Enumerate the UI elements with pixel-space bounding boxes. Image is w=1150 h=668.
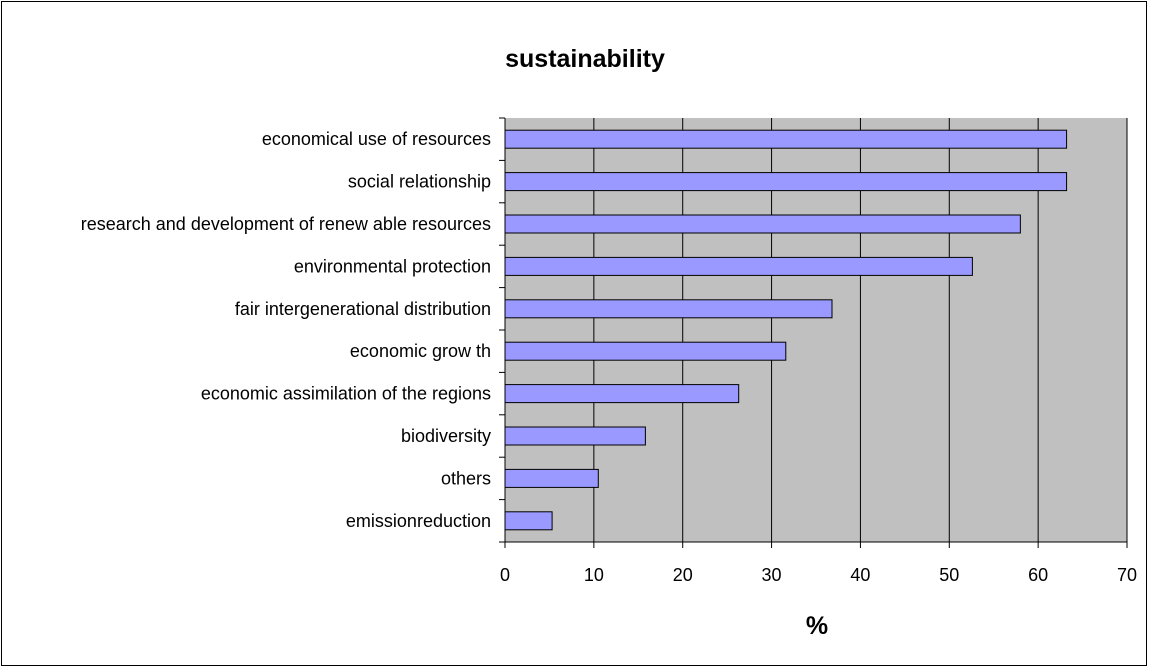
category-label-3: environmental protection [294, 256, 491, 276]
x-tick-label-2: 20 [673, 565, 693, 585]
bar-1 [504, 172, 1068, 192]
x-axis-label: % [806, 612, 828, 640]
bar-4 [504, 299, 833, 319]
x-tick-label-5: 50 [939, 565, 959, 585]
x-tick-label-1: 10 [584, 565, 604, 585]
bar-5 [504, 341, 787, 361]
category-label-0: economical use of resources [262, 129, 491, 149]
category-label-7: biodiversity [401, 426, 491, 446]
x-tick-label-6: 60 [1028, 565, 1048, 585]
category-label-9: emissionreduction [346, 511, 491, 531]
bar-9 [504, 511, 553, 531]
x-tick-label-3: 30 [762, 565, 782, 585]
bar-0 [504, 129, 1068, 149]
bar-2 [504, 214, 1021, 234]
x-tick-label-0: 0 [500, 565, 510, 585]
bar-3 [504, 256, 973, 276]
category-label-8: others [441, 468, 491, 488]
category-label-4: fair intergenerational distribution [235, 299, 491, 319]
bar-7 [504, 426, 646, 446]
category-label-5: economic grow th [350, 341, 491, 361]
bar-8 [504, 468, 599, 488]
chart-title: sustainability [505, 45, 665, 73]
x-tick-label-4: 40 [850, 565, 870, 585]
category-label-2: research and development of renew able r… [81, 214, 491, 234]
category-label-1: social relationship [348, 172, 491, 192]
category-label-6: economic assimilation of the regions [201, 384, 491, 404]
x-tick-label-7: 70 [1117, 565, 1137, 585]
bar-6 [504, 384, 740, 404]
